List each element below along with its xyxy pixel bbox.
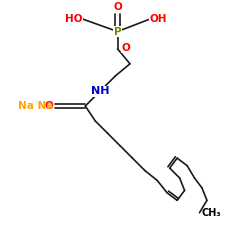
Text: CH₃: CH₃ (202, 208, 222, 218)
Text: OH: OH (150, 14, 167, 24)
Text: Na Na: Na Na (18, 101, 54, 111)
Text: HO: HO (65, 14, 83, 24)
Text: NH: NH (91, 86, 110, 96)
Text: O: O (121, 43, 130, 53)
Text: P: P (114, 26, 121, 36)
Text: O: O (44, 101, 53, 111)
Text: O: O (113, 2, 122, 12)
